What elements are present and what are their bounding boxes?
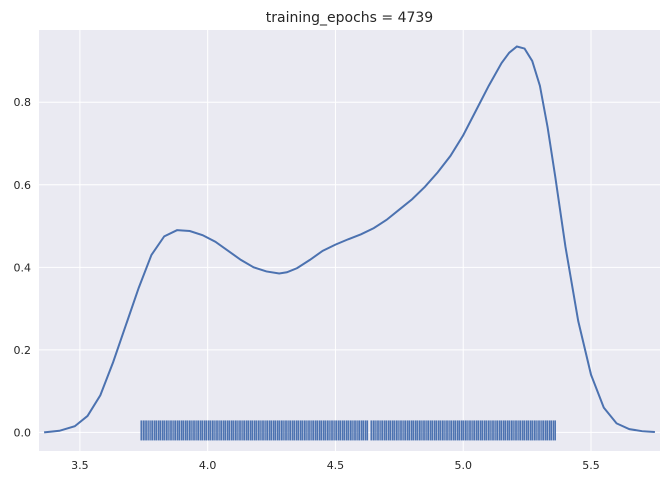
- y-tick-label: 0.4: [14, 261, 32, 274]
- x-tick-label: 5.5: [582, 459, 600, 472]
- y-tick-label: 0.6: [14, 179, 32, 192]
- chart-title: training_epochs = 4739: [266, 10, 433, 26]
- y-tick-label: 0.2: [14, 344, 32, 357]
- y-tick-label: 0.8: [14, 96, 32, 109]
- rug-marks: [140, 420, 556, 441]
- x-tick-label: 5.0: [454, 459, 472, 472]
- y-tick-label: 0.0: [14, 426, 32, 439]
- x-tick-label: 3.5: [71, 459, 89, 472]
- x-tick-label: 4.5: [327, 459, 345, 472]
- plot-background: [39, 30, 660, 451]
- x-tick-label: 4.0: [199, 459, 217, 472]
- x-tick-labels: 3.5 4.0 4.5 5.0 5.5: [71, 459, 600, 472]
- density-curve: [44, 45, 655, 434]
- y-tick-labels: 0.0 0.2 0.4 0.6 0.8: [14, 96, 32, 439]
